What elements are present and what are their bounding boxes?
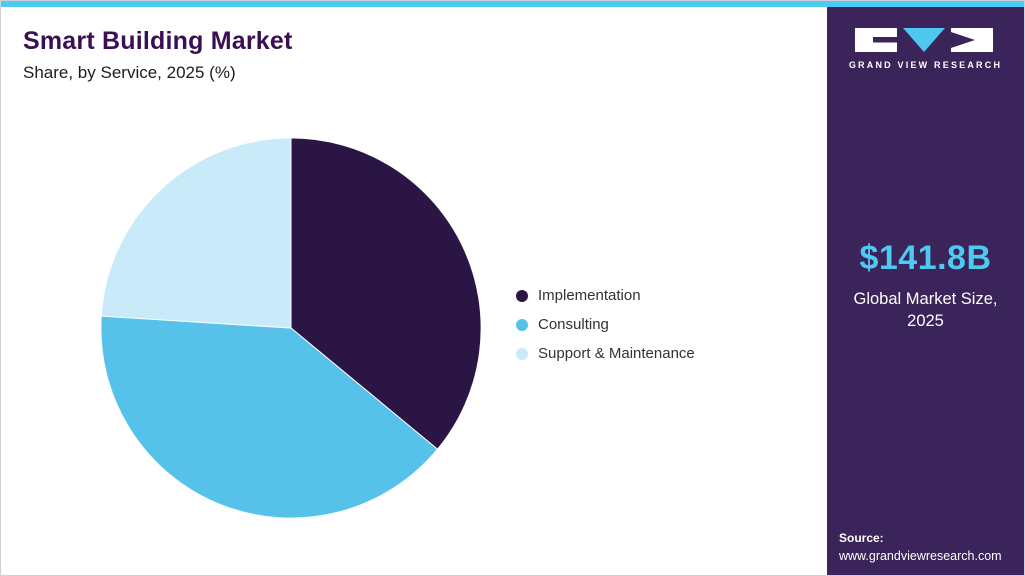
page-title: Smart Building Market (23, 27, 293, 55)
pie-chart (97, 134, 485, 522)
legend-swatch-icon (516, 347, 528, 360)
brand-name: GRAND VIEW RESEARCH (848, 60, 1003, 70)
page-subtitle: Share, by Service, 2025 (%) (23, 63, 236, 82)
source-url[interactable]: www.grandviewresearch.com (839, 549, 1002, 563)
market-size-block: $141.8B Global Market Size, 2025 (827, 239, 1024, 333)
gvr-logo: GRAND VIEW RESEARCH (827, 27, 1024, 70)
legend-item: Implementation (516, 287, 695, 304)
source-block: Source: www.grandviewresearch.com (839, 531, 1002, 563)
legend-item: Consulting (516, 316, 695, 333)
gvr-logo-mark (854, 28, 993, 52)
market-size-label-line1: Global Market Size, (853, 290, 998, 308)
legend-label: Support & Maintenance (538, 345, 695, 362)
legend-swatch-icon (516, 289, 528, 302)
legend-label: Consulting (538, 316, 609, 333)
market-size-value: $141.8B (859, 239, 992, 277)
pie-slice-implementation (290, 137, 482, 450)
market-size-label: Global Market Size, 2025 (827, 288, 1024, 333)
legend-label: Implementation (538, 287, 641, 304)
legend-item: Support & Maintenance (516, 345, 695, 362)
source-label: Source: (839, 531, 884, 545)
chart-legend: Implementation Consulting Support & Mainte… (516, 287, 695, 362)
legend-swatch-icon (516, 318, 528, 331)
pie-chart-svg (100, 137, 482, 519)
accent-strip (1, 1, 1024, 7)
pie-slice-consulting (100, 315, 439, 519)
market-size-label-line2: 2025 (907, 312, 944, 331)
pie-slice-support-maintenance (100, 137, 292, 329)
sidebar: GRAND VIEW RESEARCH $141.8B Global Marke… (827, 1, 1024, 575)
